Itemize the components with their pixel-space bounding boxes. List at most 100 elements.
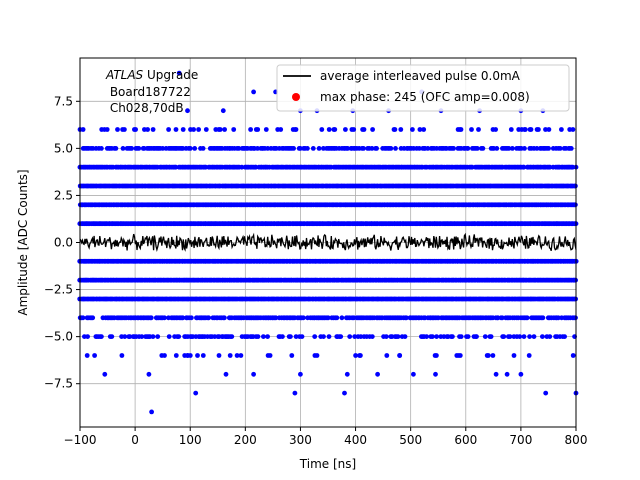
data-point xyxy=(99,146,104,151)
data-point xyxy=(166,334,172,339)
data-point xyxy=(458,127,464,132)
data-point xyxy=(222,315,227,321)
legend-marker-swatch xyxy=(292,93,300,101)
data-point xyxy=(343,127,348,132)
x-tick-label: 600 xyxy=(454,433,477,447)
data-point xyxy=(127,334,133,339)
data-point xyxy=(342,390,347,396)
data-point xyxy=(203,127,209,132)
data-point xyxy=(344,371,350,377)
data-point xyxy=(238,353,244,358)
data-point xyxy=(524,315,530,321)
data-point xyxy=(136,146,142,151)
data-point xyxy=(187,146,193,151)
data-point xyxy=(490,353,496,358)
data-point xyxy=(504,371,510,377)
data-point xyxy=(450,334,455,339)
data-point xyxy=(206,315,212,321)
data-point xyxy=(424,334,429,339)
data-point xyxy=(148,315,154,321)
data-point xyxy=(369,334,375,339)
data-point xyxy=(384,353,390,358)
y-tick-label: 5.0 xyxy=(54,141,73,155)
data-point xyxy=(521,334,527,339)
data-point xyxy=(326,334,332,339)
data-point xyxy=(469,127,474,132)
data-point xyxy=(433,371,438,377)
data-point xyxy=(534,146,540,151)
data-point xyxy=(251,89,256,95)
data-point xyxy=(325,315,331,321)
data-point xyxy=(192,146,198,151)
data-point xyxy=(493,371,499,377)
data-point xyxy=(265,146,271,151)
data-point xyxy=(297,146,303,151)
data-point xyxy=(531,334,537,339)
data-point xyxy=(227,353,233,358)
data-point xyxy=(573,202,578,208)
data-point xyxy=(493,127,498,132)
data-point xyxy=(573,183,578,189)
data-point xyxy=(499,315,505,321)
x-tick-label: 300 xyxy=(289,433,312,447)
annotation-line-2: Board187722 xyxy=(106,85,191,99)
y-axis-label: Amplitude [ADC Counts] xyxy=(16,169,30,315)
data-point xyxy=(310,146,316,151)
data-point xyxy=(149,409,155,415)
legend-label-marker: max phase: 245 (OFC amp=0.008) xyxy=(320,90,530,104)
data-point xyxy=(326,127,332,132)
data-point xyxy=(280,334,285,339)
data-point xyxy=(570,164,576,170)
data-point xyxy=(150,127,156,132)
y-tick-label: −7.5 xyxy=(44,377,73,391)
annotation-line-3: Ch028,70dB xyxy=(106,101,184,115)
data-point xyxy=(465,146,471,151)
data-point xyxy=(261,334,266,339)
data-point xyxy=(162,353,167,358)
data-point xyxy=(104,127,110,132)
x-tick-label: −100 xyxy=(64,433,97,447)
data-point xyxy=(166,127,172,132)
data-point xyxy=(180,127,186,132)
data-point xyxy=(482,334,488,339)
data-point xyxy=(347,334,353,339)
data-point xyxy=(488,334,494,339)
data-point xyxy=(568,146,574,151)
data-point xyxy=(393,146,398,151)
x-tick-label: 0 xyxy=(131,433,139,447)
data-point xyxy=(263,127,269,132)
data-point xyxy=(421,127,427,132)
annotation-line-1: ATLAS Upgrade xyxy=(105,68,198,82)
data-point xyxy=(217,127,223,132)
legend-label-line: average interleaved pulse 0.0mA xyxy=(320,69,521,83)
legend: average interleaved pulse 0.0mA max phas… xyxy=(276,64,570,112)
data-point xyxy=(265,334,270,339)
data-point xyxy=(231,127,237,132)
data-point xyxy=(146,371,152,377)
data-point xyxy=(321,334,326,339)
annotation-atlas: ATLAS xyxy=(105,68,144,82)
data-point xyxy=(358,334,364,339)
data-point xyxy=(80,315,86,321)
data-point xyxy=(162,315,167,321)
data-point xyxy=(120,146,126,151)
data-point xyxy=(476,127,481,132)
data-point xyxy=(191,127,197,132)
data-point xyxy=(129,146,135,151)
annotation-upgrade: Upgrade xyxy=(143,68,198,82)
data-point xyxy=(236,146,242,151)
data-point xyxy=(543,390,549,396)
data-point xyxy=(522,146,527,151)
data-point xyxy=(398,127,404,132)
data-point xyxy=(339,315,345,321)
data-point xyxy=(351,127,357,132)
data-point xyxy=(267,353,273,358)
data-point xyxy=(557,146,563,151)
data-point xyxy=(570,127,576,132)
data-point xyxy=(196,127,202,132)
data-point xyxy=(526,353,532,358)
data-point xyxy=(402,334,408,339)
data-point xyxy=(540,315,546,321)
data-point xyxy=(185,353,190,358)
